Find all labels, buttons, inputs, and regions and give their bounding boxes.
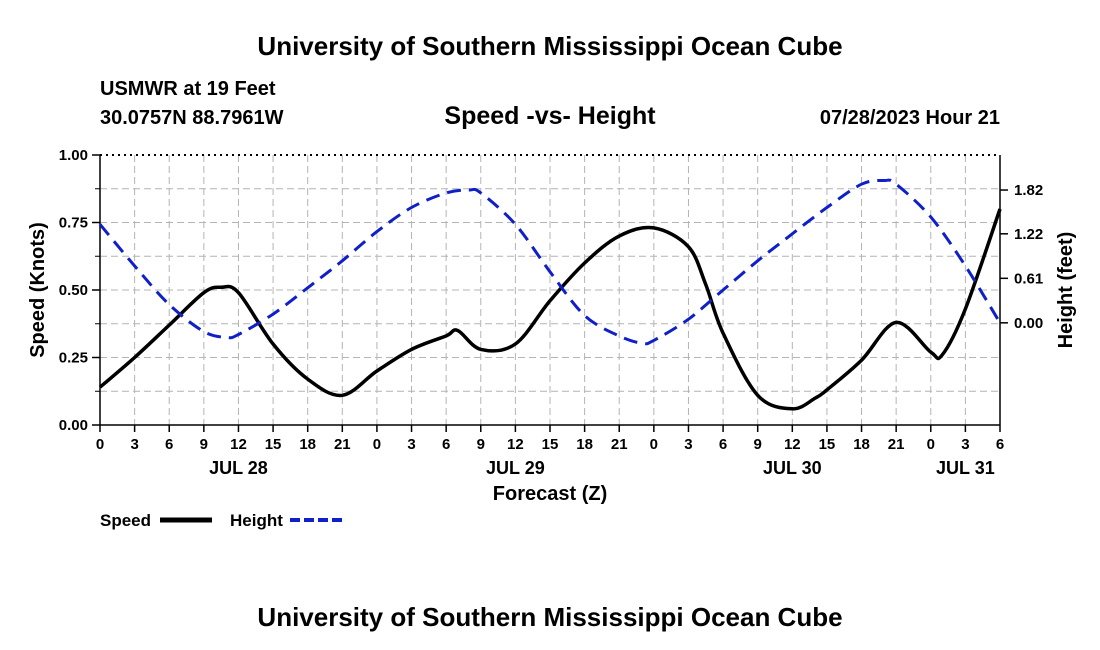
date-label: JUL 30 — [763, 458, 822, 478]
x-tick-label: 9 — [200, 436, 208, 453]
x-tick-label: 3 — [684, 436, 692, 453]
x-tick-label: 18 — [576, 436, 593, 453]
x-tick-label: 15 — [265, 436, 282, 453]
x-tick-label: 21 — [611, 436, 628, 453]
legend-height-label: Height — [230, 511, 283, 530]
x-tick-label: 12 — [507, 436, 524, 453]
series-line-speed — [98, 208, 1002, 411]
y-tick-label: 0.25 — [59, 350, 88, 367]
date-label: JUL 28 — [209, 458, 268, 478]
x-tick-label: 0 — [650, 436, 658, 453]
date-label: JUL 29 — [486, 458, 545, 478]
coordinates-label: 30.0757N 88.7961W — [100, 107, 284, 129]
grid — [100, 155, 1000, 425]
x-axis-title: Forecast (Z) — [493, 483, 607, 505]
issued-label: 07/28/2023 Hour 21 — [820, 107, 1000, 129]
y-tick-label: 0.75 — [59, 215, 88, 232]
x-tick-label: 0 — [373, 436, 381, 453]
x-tick-label: 18 — [299, 436, 316, 453]
y2-tick-label: 0.00 — [1014, 315, 1043, 332]
station-label: USMWR at 19 Feet — [100, 78, 276, 100]
date-label: JUL 31 — [936, 458, 995, 478]
legend: Speed Height — [100, 511, 342, 530]
x-tick-label: 12 — [784, 436, 801, 453]
x-tick-label: 18 — [853, 436, 870, 453]
x-tick-label: 3 — [961, 436, 969, 453]
x-tick-label: 3 — [407, 436, 415, 453]
x-tick-label: 21 — [888, 436, 905, 453]
series-line-height — [98, 178, 1002, 346]
page-title: University of Southern Mississippi Ocean… — [257, 31, 842, 61]
x-tick-label: 6 — [442, 436, 450, 453]
x-tick-label: 12 — [230, 436, 247, 453]
x-tick-label: 15 — [542, 436, 559, 453]
y2-axis-title: Height (feet) — [1055, 232, 1077, 349]
y2-tick-label: 0.61 — [1014, 270, 1043, 287]
x-tick-label: 15 — [819, 436, 836, 453]
chart-title: Speed -vs- Height — [444, 102, 656, 130]
x-tick-label: 0 — [927, 436, 935, 453]
y-axis-title: Speed (Knots) — [27, 222, 49, 358]
y2-tick-label: 1.22 — [1014, 226, 1043, 243]
x-tick-label: 6 — [165, 436, 173, 453]
legend-speed-label: Speed — [100, 511, 151, 530]
series-lines — [98, 178, 1002, 411]
y-tick-label: 1.00 — [59, 147, 88, 164]
x-tick-label: 9 — [477, 436, 485, 453]
x-tick-label: 3 — [130, 436, 138, 453]
y2-tick-label: 1.82 — [1014, 182, 1043, 199]
x-tick-label: 9 — [754, 436, 762, 453]
footer-title: University of Southern Mississippi Ocean… — [257, 602, 842, 632]
x-tick-label: 6 — [996, 436, 1004, 453]
axes: 0.00 0.25 0.50 0.75 1.00 0.00 0.61 1.22 1.82 0 3 6 9… — [59, 147, 1043, 478]
x-tick-label: 6 — [719, 436, 727, 453]
x-tick-label: 0 — [96, 436, 104, 453]
y-tick-label: 0.50 — [59, 282, 88, 299]
y-tick-label: 0.00 — [59, 417, 88, 434]
x-tick-label: 21 — [334, 436, 351, 453]
